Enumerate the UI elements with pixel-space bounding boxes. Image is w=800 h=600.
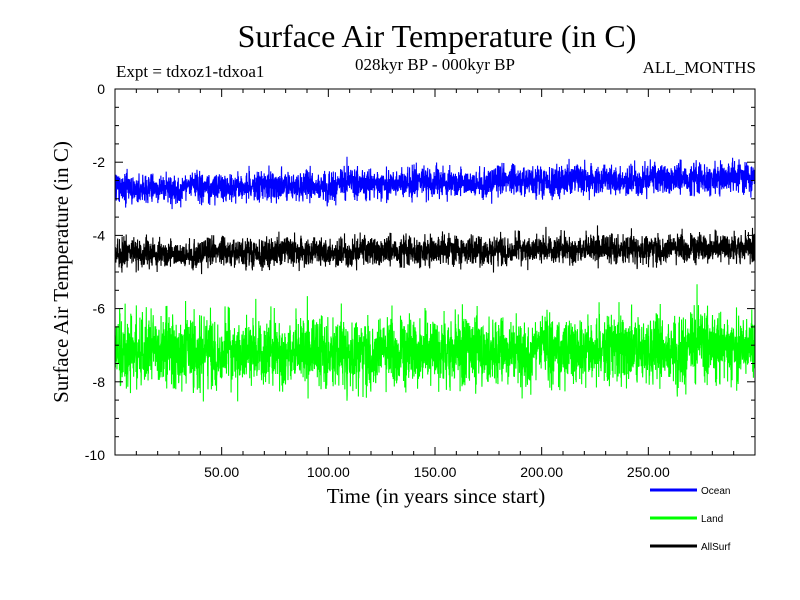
months-label: ALL_MONTHS bbox=[643, 58, 756, 77]
y-tick-label: -4 bbox=[93, 227, 106, 243]
series-line-land bbox=[114, 284, 756, 402]
legend-label-ocean: Ocean bbox=[701, 486, 730, 497]
x-tick-label: 100.00 bbox=[307, 464, 350, 480]
chart-title: Surface Air Temperature (in C) bbox=[238, 18, 637, 54]
series-line-ocean bbox=[114, 156, 756, 210]
plot-frame bbox=[114, 88, 756, 456]
x-tick-label: 200.00 bbox=[520, 464, 563, 480]
y-tick-label: -10 bbox=[85, 447, 105, 463]
x-tick-label: 250.00 bbox=[627, 464, 670, 480]
y-tick-label: -2 bbox=[93, 154, 106, 170]
tick-layer: 50.00 100.00 150.00 200.00 250.00 0 -2 -4 -6 -8 -1… bbox=[85, 81, 755, 480]
x-axis-label: Time (in years since start) bbox=[327, 484, 546, 508]
x-tick-label: 50.00 bbox=[204, 464, 239, 480]
legend-label-allsurf: AllSurf bbox=[701, 542, 731, 553]
y-tick-label: 0 bbox=[97, 81, 105, 97]
y-tick-label: -8 bbox=[93, 374, 106, 390]
y-axis-label: Surface Air Temperature (in C) bbox=[49, 141, 73, 403]
legend-label-land: Land bbox=[701, 514, 723, 525]
series-layer bbox=[114, 156, 756, 402]
x-tick-label: 150.00 bbox=[414, 464, 457, 480]
series-line-allsurf bbox=[114, 225, 756, 275]
y-tick-label: -6 bbox=[93, 301, 106, 317]
period-label: 028kyr BP - 000kyr BP bbox=[355, 55, 515, 74]
legend: Ocean Land AllSurf bbox=[650, 486, 731, 553]
experiment-label: Expt = tdxoz1-tdxoa1 bbox=[116, 62, 264, 81]
